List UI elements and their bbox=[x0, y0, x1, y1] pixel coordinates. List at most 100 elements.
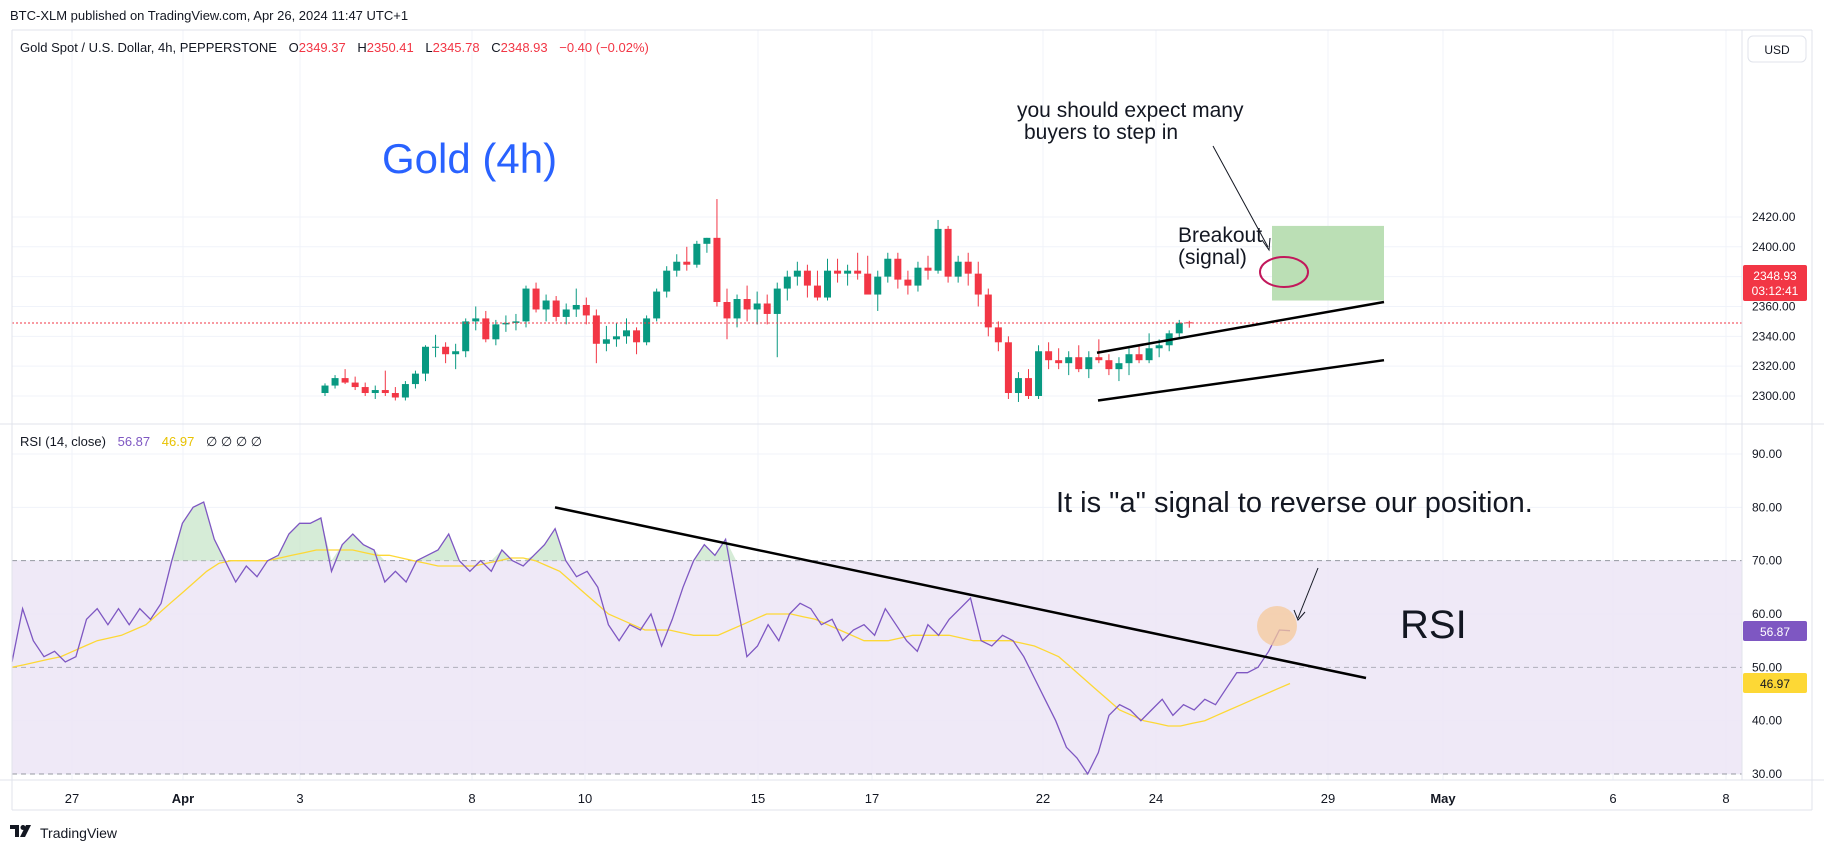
candle-body bbox=[1014, 378, 1022, 394]
candle-body bbox=[331, 378, 339, 386]
candle-body bbox=[753, 303, 761, 310]
candle-body bbox=[703, 237, 711, 244]
price-tick-label: 2420.00 bbox=[1752, 210, 1796, 224]
time-tick-label: 10 bbox=[578, 791, 592, 806]
rsi-arrow bbox=[1297, 567, 1319, 619]
breakout-annotation-line1[interactable]: Breakout bbox=[1178, 224, 1262, 247]
rsi-annotation[interactable]: RSI bbox=[1400, 603, 1467, 647]
candle-body bbox=[1105, 360, 1113, 370]
current-price-badge-value: 2348.93 bbox=[1753, 269, 1797, 283]
candle-body bbox=[341, 378, 349, 383]
target-zone bbox=[1272, 225, 1384, 301]
rsi-ma-badge bbox=[1743, 673, 1807, 693]
symbol-name: Gold Spot / U.S. Dollar, 4h, PEPPERSTONE bbox=[20, 40, 277, 55]
candle-body bbox=[864, 273, 872, 295]
candle-body bbox=[1055, 360, 1063, 364]
open-value: 2349.37 bbox=[299, 40, 346, 55]
rsi-value-badge-text: 56.87 bbox=[1760, 625, 1790, 639]
rsi-overbought-fill bbox=[171, 502, 225, 561]
candle-body bbox=[874, 276, 882, 295]
candle-body bbox=[502, 322, 510, 325]
candle-body bbox=[512, 321, 520, 323]
rsi-legend-label: RSI (14, close) bbox=[20, 434, 106, 449]
current-price-badge bbox=[1743, 265, 1807, 301]
candle-body bbox=[1025, 378, 1032, 396]
candle-body bbox=[582, 304, 590, 316]
gold-title-annotation[interactable]: Gold (4h) bbox=[382, 135, 557, 182]
candle-body bbox=[442, 346, 450, 355]
rsi-value-badge bbox=[1743, 621, 1807, 641]
time-tick-label: 6 bbox=[1609, 791, 1616, 806]
tradingview-logo-icon bbox=[10, 824, 36, 841]
rsi-axis[interactable]: 30.00 40.00 50.00 60.00 70.00 80.00 90.00 bbox=[1752, 447, 1782, 781]
rsi-tick-label: 90.00 bbox=[1752, 447, 1782, 461]
expect-annotation-line2[interactable]: buyers to step in bbox=[1024, 121, 1178, 144]
candle-body bbox=[572, 304, 580, 310]
candle-body bbox=[522, 288, 530, 322]
rsi-legend[interactable]: RSI (14, close) 56.87 46.97 ∅ ∅ ∅ ∅ bbox=[20, 434, 262, 449]
candle-body bbox=[924, 267, 932, 271]
candle-body bbox=[743, 299, 751, 310]
rsi-tick-label: 30.00 bbox=[1752, 767, 1782, 781]
candle-body bbox=[663, 270, 671, 292]
candle-body bbox=[1125, 354, 1133, 364]
price-axis[interactable]: 2300.002320.002340.002360.002380.002400.… bbox=[1752, 210, 1796, 403]
rsi-highlight bbox=[1257, 606, 1297, 646]
expect-annotation-line1[interactable]: you should expect many bbox=[1017, 99, 1244, 122]
currency-button[interactable] bbox=[1747, 35, 1807, 63]
high-value: 2350.41 bbox=[367, 40, 414, 55]
close-label: C bbox=[491, 40, 500, 55]
time-tick-label: 15 bbox=[751, 791, 765, 806]
candle-body bbox=[813, 285, 821, 298]
candle-body bbox=[693, 243, 701, 265]
rsi-tick-label: 60.00 bbox=[1752, 607, 1782, 621]
time-tick-label: May bbox=[1430, 791, 1456, 806]
breakout-annotation-line2[interactable]: (signal) bbox=[1178, 246, 1247, 269]
candle-body bbox=[994, 327, 1002, 343]
rsi-arrowhead-icon bbox=[1293, 609, 1306, 621]
low-value: 2345.78 bbox=[433, 40, 480, 55]
candle-body bbox=[834, 270, 842, 274]
candle-body bbox=[904, 279, 912, 286]
candle-body bbox=[894, 258, 902, 280]
candle-body bbox=[964, 261, 972, 274]
candle-body bbox=[713, 237, 721, 303]
candle-body bbox=[361, 387, 369, 394]
candle-body bbox=[633, 330, 641, 343]
candle-body bbox=[321, 385, 329, 394]
candle-body bbox=[381, 390, 389, 394]
time-tick-label: 24 bbox=[1149, 791, 1163, 806]
candle-body bbox=[1045, 351, 1053, 361]
time-tick-label: 22 bbox=[1036, 791, 1050, 806]
candle-body bbox=[542, 300, 550, 310]
candle-body bbox=[411, 373, 419, 385]
rsi-overbought-fill bbox=[416, 534, 460, 561]
time-axis[interactable]: 27 Apr 3 8 10 15 17 22 24 29 May 6 8 bbox=[65, 791, 1730, 806]
candle-body bbox=[462, 321, 470, 352]
symbol-legend[interactable]: Gold Spot / U.S. Dollar, 4h, PEPPERSTONE… bbox=[20, 40, 649, 55]
candle-body bbox=[492, 324, 500, 340]
candle-body bbox=[432, 346, 440, 348]
candle-body bbox=[854, 270, 862, 274]
candle-body bbox=[803, 270, 811, 286]
candles bbox=[321, 199, 1193, 402]
candle-body bbox=[673, 261, 681, 271]
candle-body bbox=[1065, 357, 1073, 364]
rsi-overbought-fills bbox=[171, 502, 737, 561]
candle-body bbox=[914, 267, 922, 286]
expect-arrow bbox=[1212, 145, 1269, 248]
reverse-signal-annotation[interactable]: It is "a" signal to reverse our position… bbox=[1056, 487, 1533, 519]
rsi-tick-label: 50.00 bbox=[1752, 660, 1782, 674]
candle-body bbox=[1075, 357, 1083, 370]
tradingview-brand[interactable]: TradingView bbox=[10, 824, 117, 841]
rsi-tick-label: 70.00 bbox=[1752, 554, 1782, 568]
candle-body bbox=[1145, 348, 1153, 361]
candle-body bbox=[1135, 354, 1143, 361]
candle-body bbox=[683, 261, 691, 265]
candle-body bbox=[371, 390, 379, 394]
candle-body bbox=[844, 270, 852, 274]
channel-lower-line bbox=[1097, 358, 1385, 402]
rsi-legend-value: 56.87 bbox=[118, 434, 151, 449]
candle-body bbox=[773, 288, 781, 314]
